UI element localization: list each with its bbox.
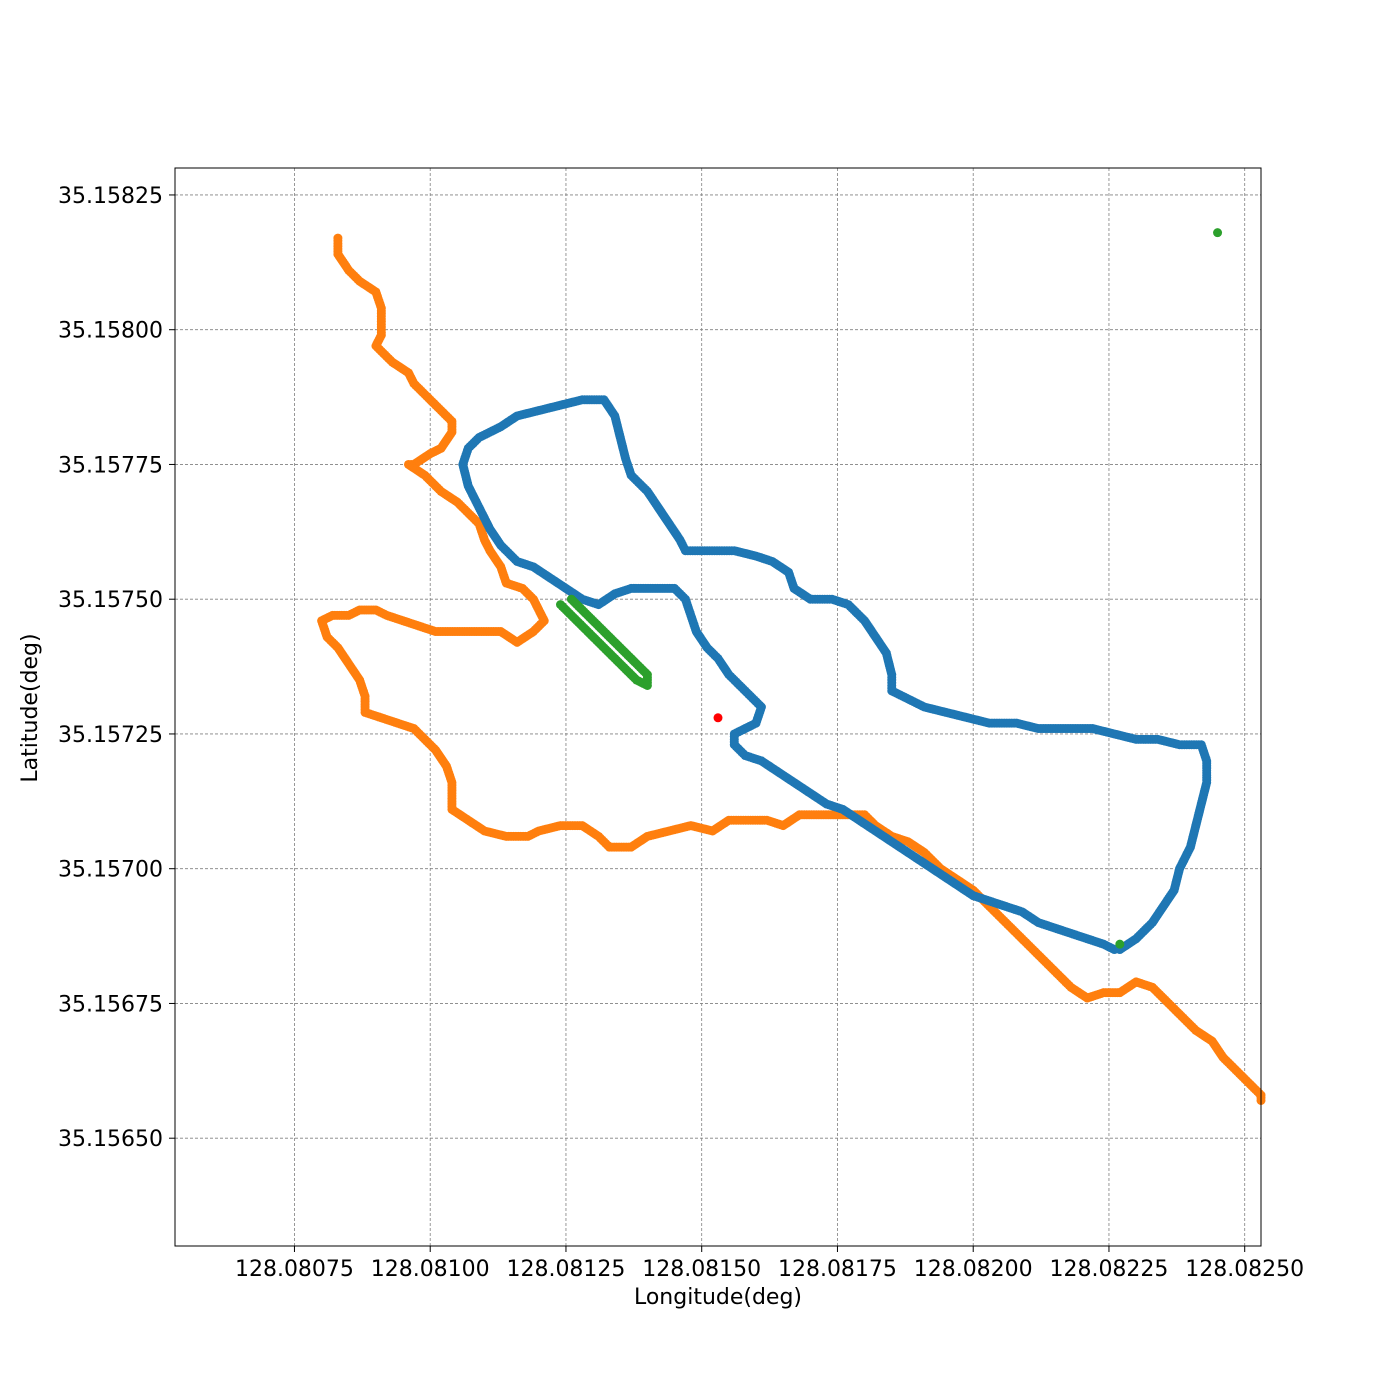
series-5 xyxy=(713,713,723,723)
series-0 xyxy=(317,233,1266,1105)
series-1 xyxy=(458,395,1212,955)
y-tick-label: 35.15825 xyxy=(58,184,163,209)
x-axis-ticks: 128.08075 128.08100 128.08125 128.08150 128.… xyxy=(235,1246,1304,1282)
grid-lines xyxy=(175,168,1261,1246)
y-tick-label: 35.15750 xyxy=(58,588,163,613)
data-point xyxy=(1213,228,1223,238)
y-tick-label: 35.15775 xyxy=(58,453,163,478)
series-layer xyxy=(317,228,1266,1105)
x-tick-label: 128.08075 xyxy=(235,1257,354,1282)
x-tick-label: 128.08225 xyxy=(1049,1257,1168,1282)
series-4 xyxy=(1115,939,1125,949)
y-axis-ticks: 35.15650 35.15675 35.15700 35.15725 35.15750… xyxy=(58,184,175,1152)
x-axis-label: Longitude(deg) xyxy=(634,1285,802,1310)
data-point xyxy=(713,713,723,723)
series-3 xyxy=(1213,228,1223,238)
y-tick-label: 35.15800 xyxy=(58,319,163,344)
y-tick-label: 35.15700 xyxy=(58,858,163,883)
y-axis-label: Latitude(deg) xyxy=(18,633,43,782)
x-tick-label: 128.08200 xyxy=(914,1257,1033,1282)
plot-frame xyxy=(174,167,1262,1247)
x-tick-label: 128.08250 xyxy=(1185,1257,1304,1282)
data-point xyxy=(566,594,576,604)
y-tick-label: 35.15650 xyxy=(58,1127,163,1152)
series-2 xyxy=(556,594,652,690)
y-tick-label: 35.15725 xyxy=(58,723,163,748)
x-tick-label: 128.08125 xyxy=(506,1257,625,1282)
data-point xyxy=(1115,939,1125,949)
x-tick-label: 128.08150 xyxy=(642,1257,761,1282)
x-tick-label: 128.08175 xyxy=(778,1257,897,1282)
y-tick-label: 35.15675 xyxy=(58,992,163,1017)
x-tick-label: 128.08100 xyxy=(371,1257,490,1282)
